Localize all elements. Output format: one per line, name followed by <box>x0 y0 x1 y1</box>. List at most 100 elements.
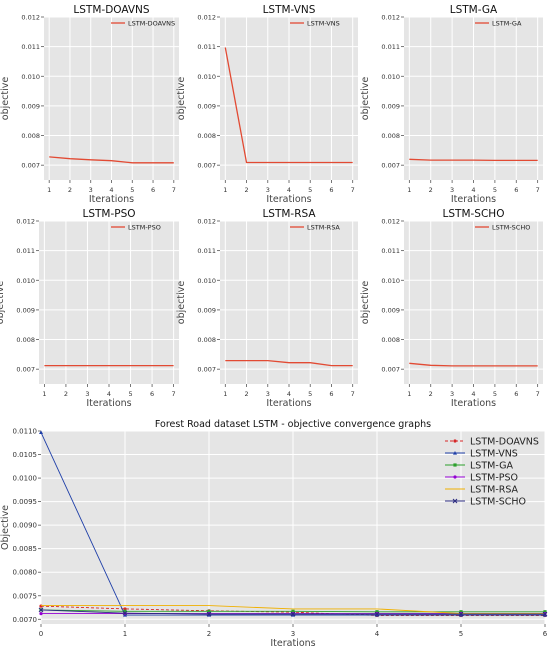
x-tick-label: 5 <box>493 186 497 194</box>
data-point <box>123 609 127 613</box>
x-axis-label: Iterations <box>266 398 311 409</box>
series-line-0 <box>225 359 353 367</box>
y-tick-label: 0.011 <box>197 43 216 51</box>
y-tick-label: 0.012 <box>16 218 35 226</box>
legend-marker <box>453 451 457 455</box>
y-tick-label: 0.011 <box>381 43 400 51</box>
y-tick-label: 0.0080 <box>13 569 38 577</box>
chart-panel-6: 0 1 2 3 4 5 6 0.0070 0.0075 0.0080 0.0085 0.0090 0.0… <box>0 419 548 649</box>
chart-title: LSTM-SCHO <box>443 208 505 220</box>
y-tick-label: 0.009 <box>381 102 400 110</box>
chart-panel-3: 1 2 3 4 5 6 7 0.007 0.008 0.009 0.010 0.011 0.012 LST… <box>0 208 179 409</box>
y-tick-label: 0.0100 <box>13 475 38 483</box>
x-tick-label: 1 <box>42 390 46 398</box>
x-tick-label: 2 <box>64 390 68 398</box>
x-tick-label: 6 <box>329 186 333 194</box>
x-tick-label: 5 <box>308 390 312 398</box>
y-tick-label: 0.009 <box>21 102 40 110</box>
y-tick-label: 0.010 <box>21 73 40 81</box>
y-tick-label: 0.012 <box>197 218 216 226</box>
chart-panel-0: 1 2 3 4 5 6 7 0.007 0.008 0.009 0.010 0.011 0.012 LST… <box>0 4 179 205</box>
y-tick-label: 0.008 <box>16 336 35 344</box>
y-axis-label: objective <box>0 77 11 121</box>
chart-title: LSTM-DOAVNS <box>73 4 149 16</box>
x-tick-label: 7 <box>172 390 176 398</box>
x-tick-label: 3 <box>450 186 454 194</box>
x-tick-label: 6 <box>543 630 548 638</box>
series-line-0 <box>409 158 538 162</box>
x-tick-label: 2 <box>429 186 433 194</box>
x-tick-label: 3 <box>266 186 270 194</box>
x-tick-label: 3 <box>450 390 454 398</box>
y-tick-label: 0.011 <box>21 43 40 51</box>
y-tick-label: 0.007 <box>381 162 400 170</box>
legend-label: LSTM-RSA <box>307 224 340 232</box>
x-tick-label: 5 <box>308 186 312 194</box>
chart-panel-2: 1 2 3 4 5 6 7 0.007 0.008 0.009 0.010 0.011 0.012 LST… <box>360 4 543 205</box>
y-axis-label: objective <box>176 281 187 325</box>
x-tick-label: 0 <box>39 630 43 638</box>
series-line-0 <box>224 47 353 164</box>
legend-label: LSTM-RSA <box>470 485 519 496</box>
x-tick-label: 7 <box>172 186 176 194</box>
x-tick-label: 5 <box>459 630 463 638</box>
y-tick-label: 0.007 <box>16 366 35 374</box>
x-tick-label: 4 <box>375 630 380 638</box>
legend-marker <box>453 439 457 443</box>
legend-label: LSTM-VNS <box>470 449 518 460</box>
data-point <box>374 611 380 617</box>
y-tick-label: 0.0070 <box>13 616 38 624</box>
x-tick-label: 2 <box>244 390 248 398</box>
y-tick-label: 0.008 <box>381 336 400 344</box>
legend-label: LSTM-PSO <box>128 224 161 232</box>
x-tick-label: 1 <box>123 630 127 638</box>
data-point <box>207 609 211 613</box>
x-tick-label: 2 <box>68 186 72 194</box>
legend-marker <box>453 475 457 479</box>
x-axis-label: Iterations <box>89 194 134 205</box>
x-axis-label: Iterations <box>270 638 315 649</box>
data-point <box>122 610 128 616</box>
y-tick-label: 0.009 <box>197 306 216 314</box>
x-tick-label: 2 <box>207 630 211 638</box>
data-point <box>39 612 43 616</box>
chart-title: LSTM-VNS <box>263 4 316 16</box>
x-tick-label: 1 <box>407 186 411 194</box>
y-tick-label: 0.007 <box>381 366 400 374</box>
chart-title: LSTM-GA <box>450 4 498 16</box>
y-tick-label: 0.008 <box>21 132 40 140</box>
x-tick-label: 3 <box>291 630 295 638</box>
y-tick-label: 0.010 <box>381 73 400 81</box>
x-tick-label: 4 <box>287 186 291 194</box>
x-tick-label: 7 <box>351 390 355 398</box>
legend-marker <box>452 498 458 504</box>
x-tick-label: 4 <box>471 186 475 194</box>
data-point <box>458 611 464 617</box>
chart-panel-5: 1 2 3 4 5 6 7 0.007 0.008 0.009 0.010 0.011 0.012 LST… <box>360 208 543 409</box>
x-tick-label: 1 <box>223 390 227 398</box>
series-line-0 <box>409 362 538 367</box>
x-tick-label: 6 <box>150 390 154 398</box>
y-tick-label: 0.0110 <box>13 428 38 436</box>
chart-panel-1: 1 2 3 4 5 6 7 0.007 0.008 0.009 0.010 0.011 0.012 LST… <box>176 4 358 205</box>
chart-title: LSTM-RSA <box>262 208 316 220</box>
y-tick-label: 0.007 <box>197 366 216 374</box>
y-tick-label: 0.010 <box>16 277 35 285</box>
y-tick-label: 0.0090 <box>13 522 38 530</box>
y-tick-label: 0.010 <box>197 73 216 81</box>
legend-label: LSTM-DOAVNS <box>470 437 539 448</box>
x-axis-label: Iterations <box>451 194 496 205</box>
y-axis-label: Objective <box>0 505 11 550</box>
y-tick-label: 0.0085 <box>13 545 38 553</box>
y-tick-label: 0.0105 <box>13 451 38 459</box>
data-point <box>542 611 548 617</box>
data-point <box>290 611 296 617</box>
x-tick-label: 3 <box>89 186 93 194</box>
y-tick-label: 0.010 <box>197 277 216 285</box>
y-tick-label: 0.007 <box>21 162 40 170</box>
x-tick-label: 3 <box>266 390 270 398</box>
x-axis-label: Iterations <box>451 398 496 409</box>
legend-label: LSTM-VNS <box>307 20 340 28</box>
y-tick-label: 0.008 <box>197 132 216 140</box>
